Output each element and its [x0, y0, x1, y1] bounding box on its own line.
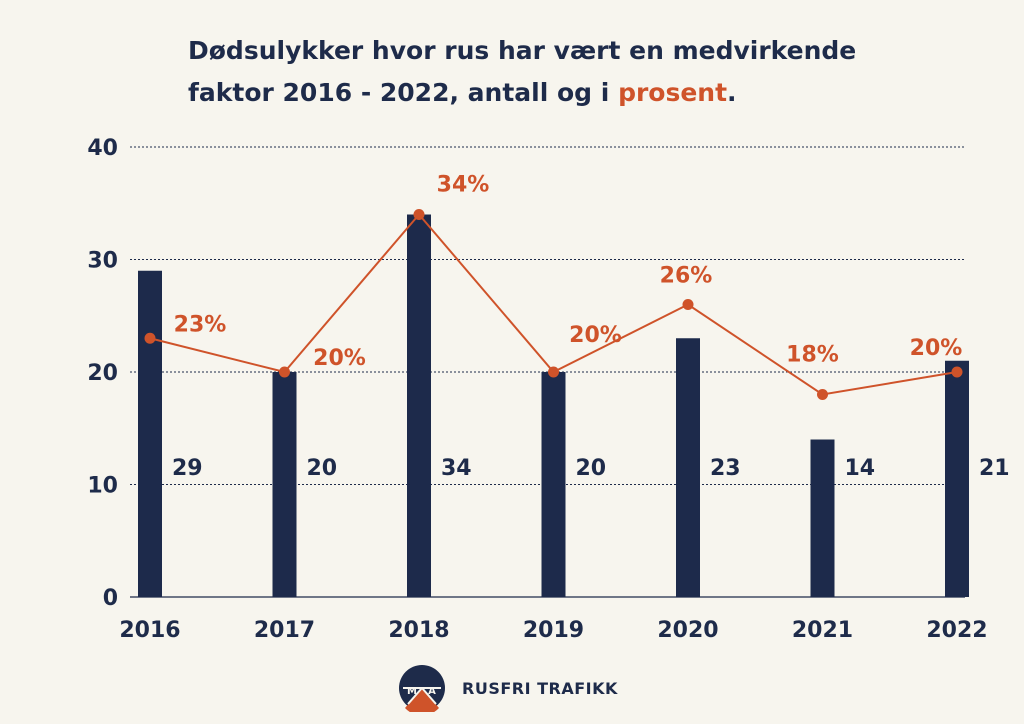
title-line-1: Dødsulykker hvor rus har vært en medvirk…	[188, 36, 857, 65]
y-tick-label: 0	[103, 586, 118, 611]
title-line-2-text: faktor 2016 - 2022, antall og i	[188, 78, 619, 107]
bar-value-label: 21	[979, 456, 1010, 481]
bar	[407, 214, 431, 597]
y-tick-label: 10	[87, 474, 118, 499]
bar	[138, 270, 162, 597]
percent-point	[279, 366, 290, 378]
percent-point	[951, 366, 963, 378]
logo-letter-m: M	[407, 686, 417, 697]
percent-data-label: 20%	[910, 336, 963, 361]
x-tick-label: 2020	[657, 618, 718, 643]
y-tick-label: 20	[87, 361, 118, 386]
bar	[810, 439, 835, 597]
percent-point	[413, 209, 425, 220]
title-accent-word: prosent	[618, 78, 728, 107]
percent-point	[548, 366, 559, 378]
percent-data-label: 20%	[569, 323, 622, 348]
percent-point	[682, 299, 694, 310]
bar-value-label: 34	[441, 456, 472, 481]
bar	[541, 372, 566, 597]
x-tick-label: 2018	[388, 618, 449, 643]
x-tick-label: 2017	[254, 618, 315, 643]
bar-value-label: 29	[172, 456, 203, 481]
bar-value-label: 23	[710, 456, 741, 481]
bar-value-label: 20	[307, 456, 338, 481]
rusfri-logo-icon: M A	[399, 665, 445, 712]
brand-name: RUSFRI TRAFIKK	[462, 678, 618, 698]
bar-value-label: 20	[576, 456, 607, 481]
percent-data-label: 20%	[313, 346, 366, 371]
percent-point	[817, 389, 828, 400]
bar	[945, 360, 969, 597]
x-tick-label: 2016	[119, 618, 180, 643]
bar-value-label: 14	[845, 456, 876, 481]
y-tick-label: 30	[87, 249, 118, 274]
percent-data-label: 34%	[437, 173, 490, 198]
chart-title: Dødsulykker hvor rus har vært en medvirk…	[188, 30, 948, 114]
logo-letter-a: A	[428, 686, 436, 697]
percent-data-label: 18%	[786, 343, 839, 368]
footer-branding: M A RUSFRI TRAFIKK	[398, 664, 618, 712]
title-period: .	[727, 78, 737, 107]
bar	[272, 372, 297, 597]
y-tick-label: 40	[87, 136, 118, 161]
x-tick-label: 2022	[926, 618, 987, 643]
percent-data-label: 23%	[174, 312, 227, 337]
bar	[676, 338, 700, 597]
percent-point	[144, 332, 156, 344]
percent-data-label: 26%	[660, 264, 713, 289]
x-tick-label: 2019	[523, 618, 584, 643]
x-tick-label: 2021	[792, 618, 853, 643]
